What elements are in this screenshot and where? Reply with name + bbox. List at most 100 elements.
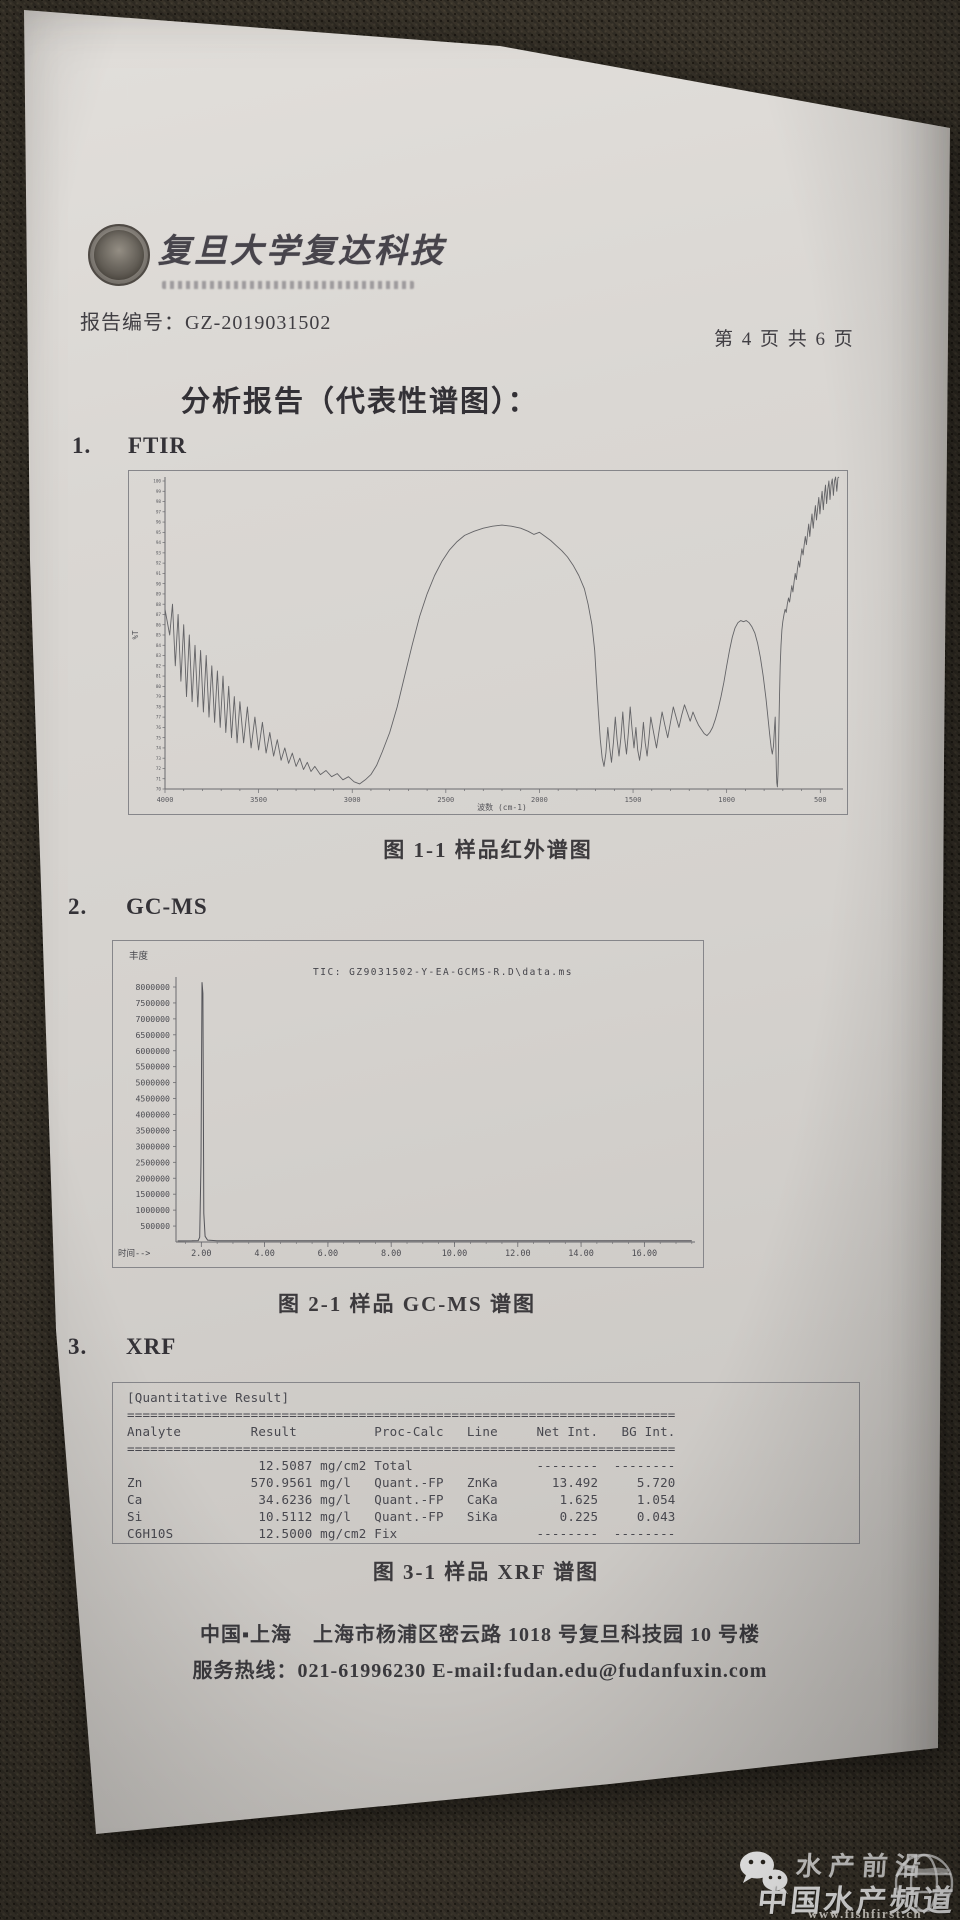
svg-text:79: 79 bbox=[156, 694, 162, 700]
svg-text:时间-->: 时间--> bbox=[118, 1248, 150, 1259]
page-number: 第 4 页 共 6 页 bbox=[714, 329, 855, 350]
gcms-chart: 丰度 TIC: GZ9031502-Y-EA-GCMS-R.D\data.ms 80… bbox=[112, 940, 704, 1268]
svg-text:2500: 2500 bbox=[437, 796, 454, 804]
svg-text:4.00: 4.00 bbox=[254, 1249, 274, 1259]
xrf-table: [Quantitative Result] ===================… bbox=[112, 1382, 860, 1544]
watermark: 水产前沿 中国水产频道 www.fishfirst.cn bbox=[700, 1840, 960, 1920]
svg-text:3500000: 3500000 bbox=[135, 1125, 170, 1135]
xrf-table-header: Analyte Result Proc-Calc Line Net Int. B… bbox=[127, 1424, 676, 1439]
svg-text:93: 93 bbox=[156, 550, 162, 556]
xrf-table-row: 12.5087 mg/cm2 Total -------- -------- bbox=[127, 1458, 676, 1473]
svg-text:85: 85 bbox=[156, 633, 162, 639]
watermark-url: www.fishfirst.cn bbox=[808, 1906, 923, 1920]
svg-text:1500: 1500 bbox=[625, 796, 642, 804]
svg-text:74: 74 bbox=[156, 746, 162, 752]
svg-text:12.00: 12.00 bbox=[505, 1249, 531, 1259]
svg-text:5000000: 5000000 bbox=[135, 1078, 170, 1088]
footer-address: 中国▪上海 上海市杨浦区密云路 1018 号复旦科技园 10 号楼 bbox=[199, 1624, 761, 1646]
company-seal-logo bbox=[88, 224, 150, 286]
svg-text:1500000: 1500000 bbox=[135, 1189, 170, 1199]
svg-text:86: 86 bbox=[156, 622, 162, 628]
svg-text:1000000: 1000000 bbox=[135, 1205, 170, 1215]
svg-text:3000: 3000 bbox=[344, 796, 361, 804]
svg-text:7000000: 7000000 bbox=[135, 1014, 170, 1024]
ftir-spectrum-plot: 100 99 98 97 96 95 94 93 92 91 90 89 88 87 86 85 84 83 82 8… bbox=[131, 476, 843, 812]
gcms-chromatogram-plot: 丰度 TIC: GZ9031502-Y-EA-GCMS-R.D\data.ms 80… bbox=[118, 950, 695, 1259]
svg-text:500: 500 bbox=[814, 796, 827, 804]
svg-text:83: 83 bbox=[156, 653, 162, 659]
section-1-name: FTIR bbox=[128, 433, 187, 458]
svg-text:2000: 2000 bbox=[531, 796, 548, 804]
globe-icon bbox=[894, 1853, 954, 1913]
svg-text:波数 (cm-1): 波数 (cm-1) bbox=[477, 802, 527, 811]
section-2-number: 2. bbox=[68, 894, 88, 919]
svg-text:2000000: 2000000 bbox=[135, 1173, 170, 1183]
wechat-icon bbox=[740, 1851, 788, 1894]
xrf-table-title: [Quantitative Result] bbox=[127, 1390, 290, 1405]
svg-text:75: 75 bbox=[156, 735, 162, 741]
svg-text:92: 92 bbox=[156, 561, 162, 567]
svg-text:82: 82 bbox=[156, 663, 162, 669]
page-title: 分析报告（代表性谱图）： bbox=[181, 386, 539, 418]
figure-1-caption: 图 1-1 样品红外谱图 bbox=[383, 838, 593, 862]
svg-text:2.00: 2.00 bbox=[191, 1249, 211, 1259]
svg-text:91: 91 bbox=[156, 571, 162, 577]
svg-text:3000000: 3000000 bbox=[135, 1141, 170, 1151]
xrf-table-row: Zn 570.9561 mg/l Quant.-FP ZnKa 13.492 5… bbox=[127, 1475, 676, 1490]
figure-2-caption: 图 2-1 样品 GC-MS 谱图 bbox=[278, 1292, 536, 1316]
svg-text:4000000: 4000000 bbox=[135, 1110, 170, 1120]
svg-text:81: 81 bbox=[156, 674, 162, 680]
xrf-table-row: ========================================… bbox=[127, 1441, 676, 1456]
svg-text:6500000: 6500000 bbox=[135, 1030, 170, 1040]
svg-text:89: 89 bbox=[156, 592, 162, 598]
svg-text:72: 72 bbox=[156, 766, 162, 772]
svg-text:76: 76 bbox=[156, 725, 162, 731]
report-number: 报告编号：GZ-2019031502 bbox=[80, 312, 332, 334]
svg-text:80: 80 bbox=[156, 684, 162, 690]
svg-text:94: 94 bbox=[156, 540, 162, 546]
svg-text:500000: 500000 bbox=[140, 1221, 170, 1231]
ftir-chart: 100 99 98 97 96 95 94 93 92 91 90 89 88 87 86 85 84 83 82 8… bbox=[128, 470, 848, 815]
svg-text:丰度: 丰度 bbox=[129, 950, 149, 962]
svg-text:6000000: 6000000 bbox=[135, 1046, 170, 1056]
svg-text:84: 84 bbox=[156, 643, 162, 649]
xrf-table-row: C6H10S 12.5000 mg/cm2 Fix -------- -----… bbox=[127, 1526, 676, 1541]
svg-text:100: 100 bbox=[153, 479, 161, 485]
footer-hotline-email: 服务热线：021-61996230 E-mail:fudan.edu@fudan… bbox=[192, 1660, 768, 1682]
svg-text:99: 99 bbox=[156, 489, 162, 495]
svg-text:4500000: 4500000 bbox=[135, 1094, 170, 1104]
section-3-number: 3. bbox=[68, 1334, 88, 1359]
section-1-number: 1. bbox=[72, 433, 92, 458]
svg-text:%T: %T bbox=[131, 630, 140, 640]
svg-text:TIC: GZ9031502-Y-EA-GCMS-R.D\d: TIC: GZ9031502-Y-EA-GCMS-R.D\data.ms bbox=[313, 967, 573, 978]
svg-text:77: 77 bbox=[156, 715, 162, 721]
svg-text:87: 87 bbox=[156, 612, 162, 618]
svg-text:78: 78 bbox=[156, 704, 162, 710]
xrf-table-row: Si 10.5112 mg/l Quant.-FP SiKa 0.225 0.0… bbox=[127, 1509, 676, 1524]
svg-text:5500000: 5500000 bbox=[135, 1062, 170, 1072]
svg-text:14.00: 14.00 bbox=[568, 1249, 594, 1259]
svg-text:8.00: 8.00 bbox=[381, 1249, 401, 1259]
svg-text:88: 88 bbox=[156, 602, 162, 608]
logo-subtext-blur bbox=[162, 281, 414, 289]
svg-text:95: 95 bbox=[156, 530, 162, 536]
svg-text:2500000: 2500000 bbox=[135, 1157, 170, 1167]
svg-text:98: 98 bbox=[156, 499, 162, 505]
xrf-table-row: ========================================… bbox=[127, 1407, 676, 1422]
company-brand-text: 复旦大学复达科技 bbox=[158, 234, 446, 270]
svg-text:6.00: 6.00 bbox=[318, 1249, 338, 1259]
svg-text:73: 73 bbox=[156, 756, 162, 762]
svg-text:71: 71 bbox=[156, 776, 162, 782]
svg-text:10.00: 10.00 bbox=[442, 1249, 468, 1259]
figure-3-caption: 图 3-1 样品 XRF 谱图 bbox=[372, 1560, 600, 1584]
svg-text:1000: 1000 bbox=[718, 796, 735, 804]
svg-text:3500: 3500 bbox=[250, 796, 267, 804]
svg-text:8000000: 8000000 bbox=[135, 982, 170, 992]
section-3-name: XRF bbox=[126, 1334, 177, 1359]
svg-text:4000: 4000 bbox=[157, 796, 174, 804]
section-2-name: GC-MS bbox=[126, 894, 208, 919]
svg-text:7500000: 7500000 bbox=[135, 998, 170, 1008]
svg-text:96: 96 bbox=[156, 520, 162, 526]
